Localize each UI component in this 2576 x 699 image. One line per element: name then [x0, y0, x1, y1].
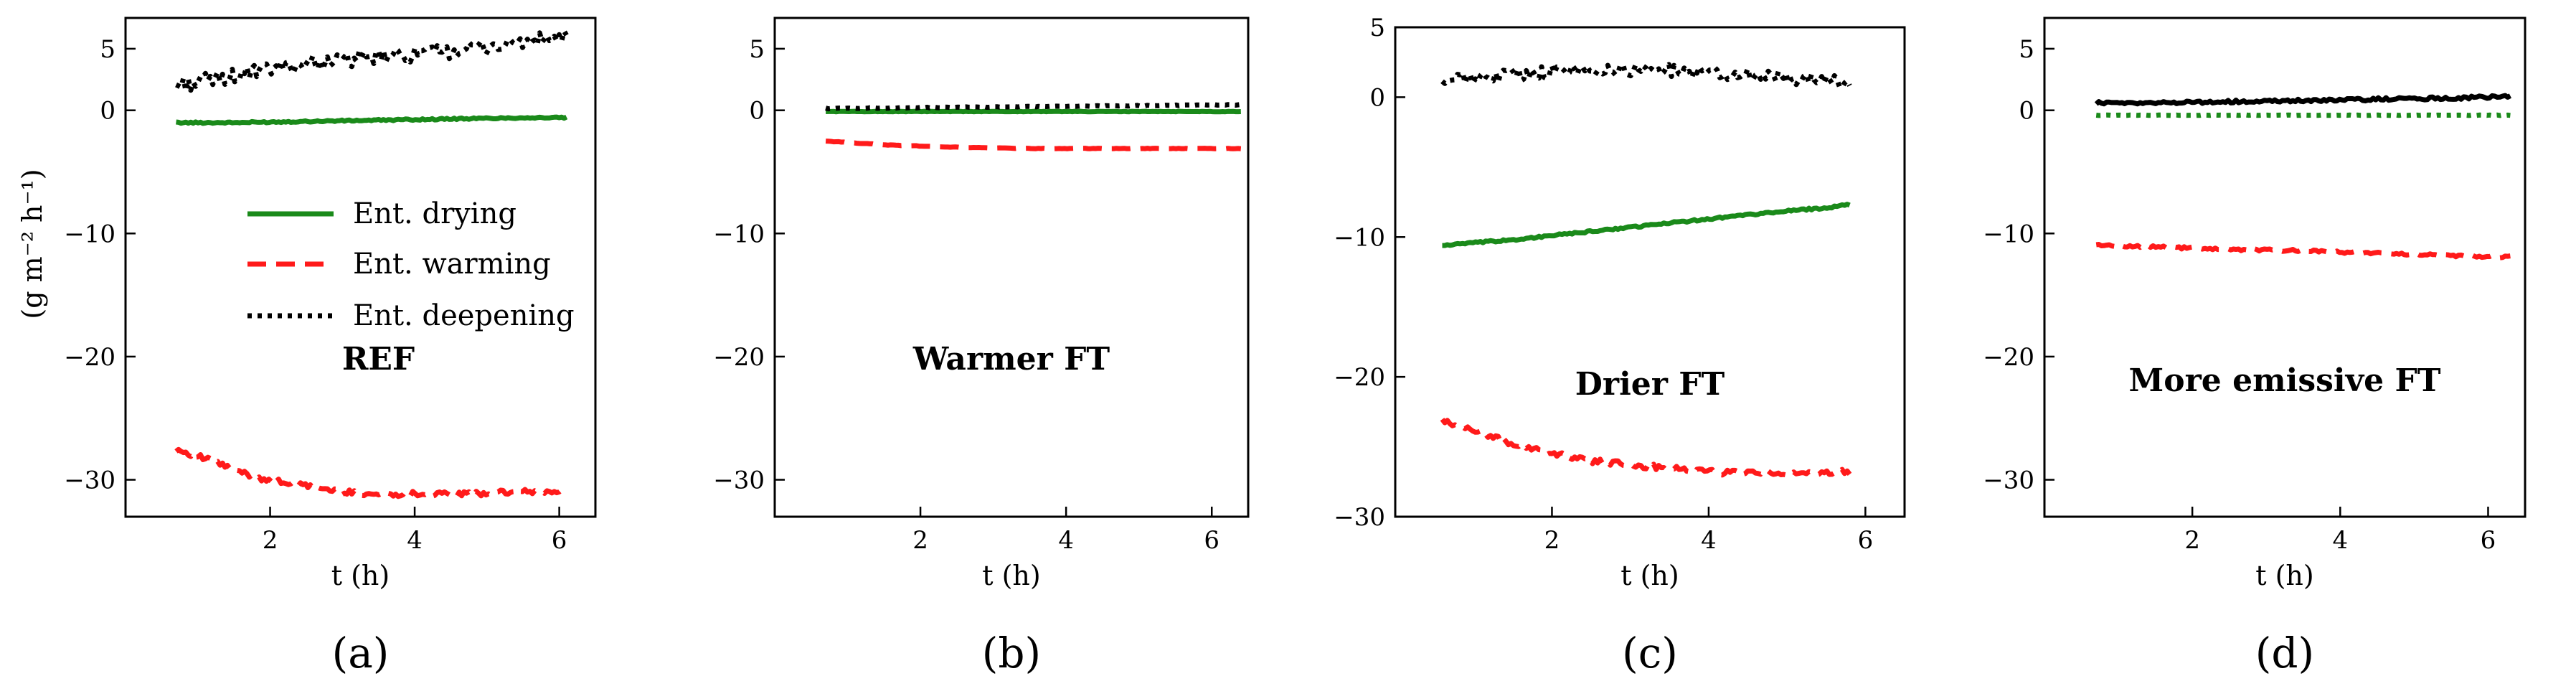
x-tick-label: 6: [1204, 526, 1219, 555]
series-ent-warming: [1440, 418, 1852, 478]
panel-label: (a): [332, 629, 390, 677]
y-tick-label: 0: [749, 97, 765, 126]
plot-frame: [2043, 17, 2527, 518]
series-ent-deepening: [1440, 62, 1852, 90]
y-tick-label: 5: [1369, 14, 1385, 42]
y-tick-label: −30: [1983, 466, 2034, 495]
y-axis-label: (g m⁻² h⁻¹): [16, 169, 48, 319]
y-tick-label: −20: [1334, 363, 1385, 392]
plot-frame: [124, 17, 597, 518]
x-tick-label: 2: [263, 526, 278, 555]
panel-a: 2 4 6 5 0 −10 −20 −30 t (h) REF (a): [64, 17, 597, 677]
y-tick-label: −10: [713, 220, 765, 248]
series-ent-drying: [176, 114, 568, 126]
legend-label-deepening: Ent. deepening: [353, 299, 575, 332]
x-tick-label: 6: [1858, 526, 1874, 555]
x-axis-label: t (h): [2255, 560, 2313, 591]
series-ent-warming: [174, 446, 567, 499]
y-tick-label: −10: [64, 220, 115, 248]
y-tick-label: 5: [100, 35, 115, 64]
x-tick-label: 6: [2481, 526, 2496, 555]
panel-label: (d): [2255, 629, 2314, 677]
panel-label: (b): [982, 629, 1041, 677]
panel-title: More emissive FT: [2129, 362, 2441, 399]
panel-title: Warmer FT: [912, 341, 1110, 377]
x-tick-label: 4: [407, 526, 423, 555]
panel-c: 2 4 6 5 0 −10 −20 −30 t (h) Drier FT (c): [1334, 14, 1906, 677]
panel-title: Drier FT: [1575, 366, 1725, 403]
y-tick-label: 5: [2019, 35, 2034, 64]
x-tick-label: 2: [912, 526, 928, 555]
x-tick-label: 2: [1544, 526, 1560, 555]
legend: Ent. drying Ent. warming Ent. deepening: [247, 197, 575, 332]
series-ent-warming: [2095, 241, 2511, 261]
y-tick-label: 0: [100, 97, 115, 126]
y-tick-label: 5: [749, 35, 765, 64]
series-ent-deepening: [2094, 93, 2512, 107]
series-ent-drying: [1442, 202, 1851, 248]
y-tick-label: −30: [1334, 503, 1385, 532]
x-tick-label: 2: [2184, 526, 2200, 555]
y-tick-label: 0: [2019, 97, 2034, 126]
series-ent-drying: [2095, 112, 2511, 118]
y-tick-label: −20: [1983, 343, 2034, 372]
x-tick-label: 6: [552, 526, 567, 555]
plot-frame: [773, 17, 1250, 518]
y-tick-label: −30: [64, 466, 115, 495]
panel-label: (c): [1622, 629, 1678, 677]
y-tick-label: −10: [1334, 223, 1385, 252]
panel-d: 2 4 6 5 0 −10 −20 −30 t (h) More emissive FT (d): [1983, 17, 2527, 677]
y-tick-label: 0: [1369, 83, 1385, 112]
y-tick-label: −20: [713, 343, 765, 372]
series-ent-warming: [825, 139, 1242, 151]
x-axis-label: t (h): [982, 560, 1040, 591]
x-axis-label: t (h): [331, 560, 390, 591]
panel-b: 2 4 6 5 0 −10 −20 −30 t (h) Warmer FT (b): [713, 17, 1250, 677]
x-tick-label: 4: [1701, 526, 1717, 555]
legend-label-warming: Ent. warming: [353, 248, 551, 281]
x-tick-label: 4: [1058, 526, 1074, 555]
series-ent-drying: [826, 108, 1241, 115]
x-tick-label: 4: [2332, 526, 2348, 555]
legend-label-drying: Ent. drying: [353, 197, 516, 230]
y-tick-label: −20: [64, 343, 115, 372]
series-ent-deepening: [175, 28, 569, 94]
y-tick-label: −30: [713, 466, 765, 495]
plot-frame: [1394, 26, 1906, 518]
panel-title: REF: [342, 341, 415, 377]
y-tick-label: −10: [1983, 220, 2034, 248]
x-axis-label: t (h): [1620, 560, 1679, 591]
series-ent-deepening: [825, 102, 1242, 112]
